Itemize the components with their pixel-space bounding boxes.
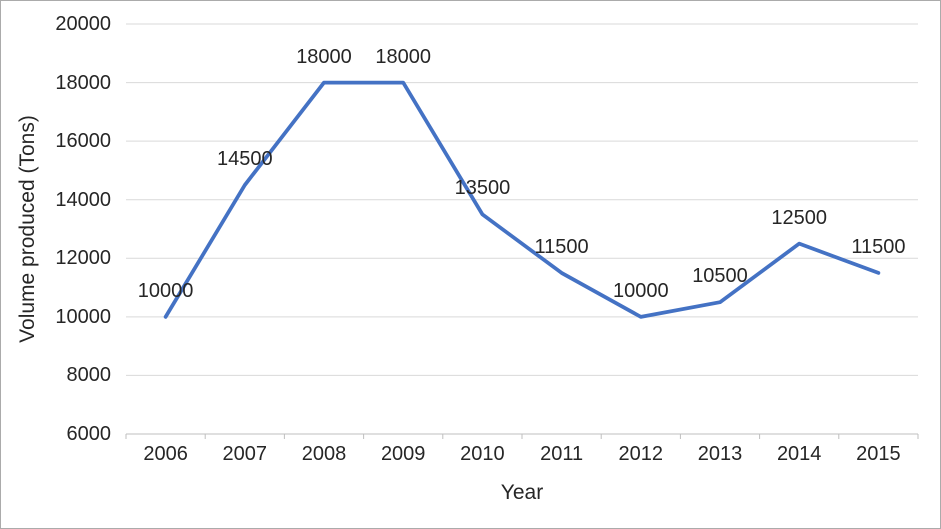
data-label: 14500 [216,148,273,171]
data-label: 18000 [375,45,431,68]
data-label: 10000 [612,279,669,302]
y-tick-label: 8000 [66,364,112,387]
data-label: 10000 [137,279,194,302]
x-axis-title: Year [500,481,544,504]
y-tick-label: 12000 [55,247,111,270]
x-tick-label: 2012 [618,443,664,465]
y-axis-title: Volume produced (Tons) [16,115,39,343]
y-tick-label: 10000 [55,305,111,328]
x-tick-label: 2007 [222,443,268,465]
data-label: 13500 [454,177,511,200]
x-tick-label: 2011 [540,443,584,465]
data-label: 10500 [692,265,748,288]
x-tick-label: 2013 [697,443,743,465]
y-tick-label: 16000 [55,130,111,153]
x-tick-label: 2009 [380,443,426,465]
x-tick-label: 2014 [776,443,822,465]
y-tick-label: 20000 [55,13,111,35]
data-label: 12500 [771,206,827,229]
y-tick-label: 6000 [66,423,112,445]
x-tick-label: 2006 [143,443,188,465]
data-label: 11500 [851,235,906,258]
data-label: 18000 [296,45,352,68]
x-tick-label: 2008 [301,443,347,465]
data-label: 11500 [534,235,589,258]
x-tick-label: 2010 [460,443,505,465]
y-tick-label: 18000 [55,71,111,94]
volume-series-line [163,80,881,319]
y-tick-label: 14000 [55,188,111,211]
x-tick-label: 2015 [856,443,901,465]
